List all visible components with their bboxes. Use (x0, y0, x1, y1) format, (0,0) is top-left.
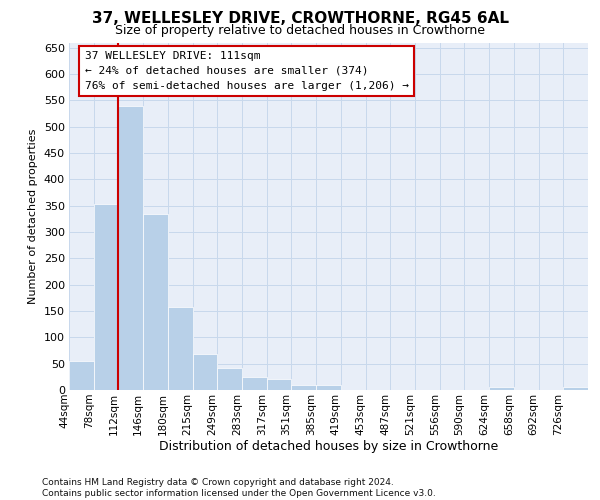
Bar (217, 368, 242, 390)
Bar (242, 377, 267, 390)
Text: Contains HM Land Registry data © Crown copyright and database right 2024.
Contai: Contains HM Land Registry data © Crown c… (42, 478, 436, 498)
Text: 37 WELLESLEY DRIVE: 111sqm
← 24% of detached houses are smaller (374)
76% of sem: 37 WELLESLEY DRIVE: 111sqm ← 24% of deta… (85, 51, 409, 91)
Bar (143, 214, 168, 390)
Bar (118, 106, 143, 390)
Bar (292, 384, 316, 390)
Bar (168, 307, 193, 390)
Bar (267, 380, 292, 390)
Bar (193, 354, 217, 390)
X-axis label: Distribution of detached houses by size in Crowthorne: Distribution of detached houses by size … (159, 440, 498, 454)
Y-axis label: Number of detached properties: Number of detached properties (28, 128, 38, 304)
Bar (94, 204, 118, 390)
Text: 37, WELLESLEY DRIVE, CROWTHORNE, RG45 6AL: 37, WELLESLEY DRIVE, CROWTHORNE, RG45 6A… (91, 11, 509, 26)
Bar (489, 388, 514, 390)
Bar (563, 388, 588, 390)
Bar (316, 384, 341, 390)
Bar (69, 361, 94, 390)
Text: Size of property relative to detached houses in Crowthorne: Size of property relative to detached ho… (115, 24, 485, 37)
